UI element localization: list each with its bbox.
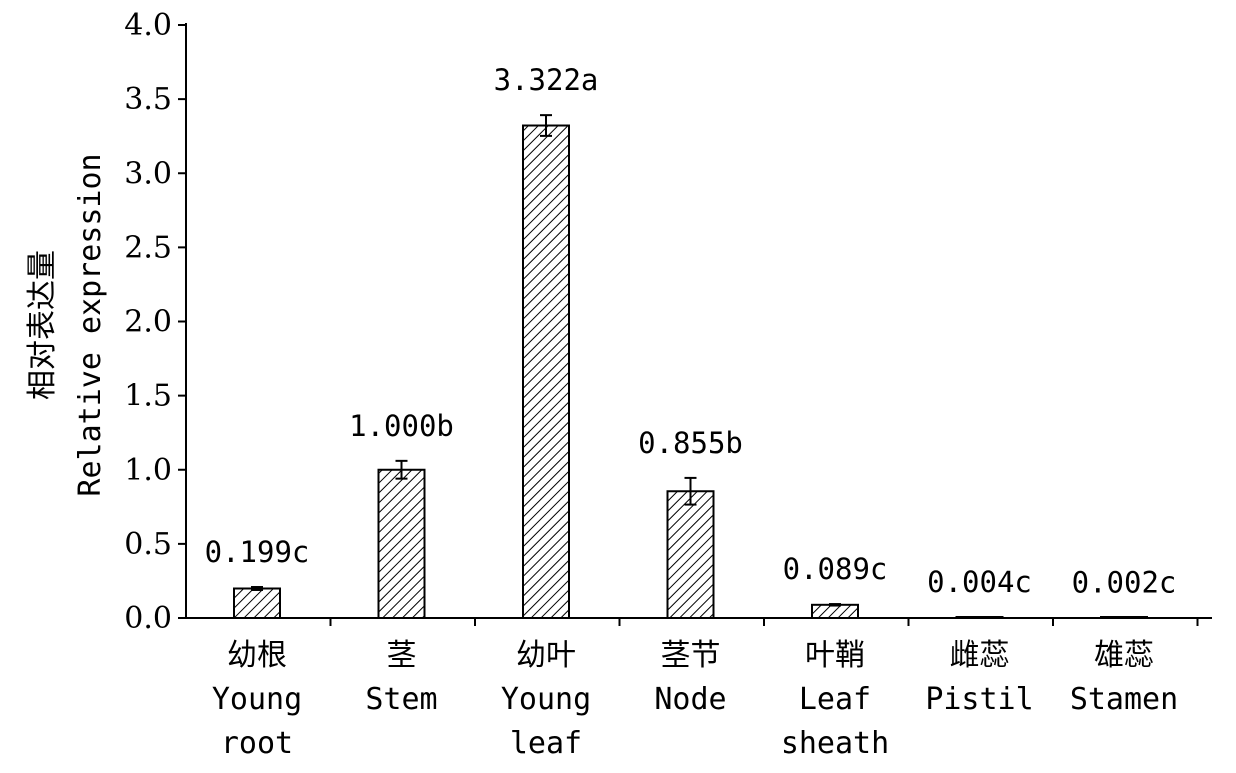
y-axis-title-en: Relative expression (73, 153, 108, 496)
data-label: 0.199c (205, 535, 310, 569)
x-tick-label: 茎 (387, 638, 417, 673)
y-tick-label: 2.5 (124, 230, 172, 265)
y-tick-label: 3.0 (124, 156, 172, 191)
x-tick-label: leaf (510, 726, 582, 761)
data-label: 0.004c (927, 565, 1032, 599)
x-tick-label: Stamen (1070, 682, 1178, 717)
x-tick-label: Young (501, 682, 591, 717)
y-axis-title-cn: 相对表达量 (25, 250, 60, 400)
bars: 0.199c 1.000b 3.322a 0.855b 0.089c 0.004c 0.00… (205, 63, 1177, 620)
x-tick-label: 雌蕊 (950, 638, 1010, 673)
y-tick-label: 4.0 (124, 8, 172, 43)
x-tick-label: 叶鞘 (805, 638, 865, 673)
data-label: 1.000b (349, 409, 454, 443)
data-label: 0.002c (1072, 566, 1177, 600)
y-axis-title-en-group: Relative expression (73, 153, 108, 496)
bar (666, 490, 715, 619)
y-tick-label: 1.5 (124, 379, 172, 414)
x-axis-labels: 幼根 Young root 茎 Stem 幼叶 Young leaf 茎节 Node 叶鞘 Leaf s… (212, 618, 1199, 761)
x-tick-label: 幼根 (227, 638, 287, 673)
y-axis-ticks: 0.0 0.5 1.0 1.5 2.0 2.5 3.0 3.5 4.0 (124, 8, 186, 636)
bar (377, 468, 426, 619)
x-tick-label: Pistil (925, 682, 1033, 717)
x-tick-label: Young (212, 682, 302, 717)
y-tick-label: 3.5 (124, 82, 172, 117)
x-tick-label: 茎节 (661, 638, 721, 673)
x-tick-label: Node (654, 682, 726, 717)
x-tick-label: sheath (781, 726, 889, 761)
bar (233, 587, 281, 619)
y-tick-label: 0.0 (124, 601, 172, 636)
x-tick-label: Stem (365, 682, 437, 717)
data-label: 0.855b (638, 426, 743, 460)
data-label: 3.322a (494, 63, 599, 97)
data-label: 0.089c (783, 552, 888, 586)
x-tick-label: 雄蕊 (1094, 638, 1154, 673)
y-tick-label: 0.5 (124, 527, 172, 562)
y-tick-label: 2.0 (124, 305, 172, 340)
y-axis-title: 相对表达量 (25, 250, 60, 400)
bar (522, 124, 570, 620)
x-tick-label: 幼叶 (516, 638, 576, 673)
x-tick-label: Leaf (799, 682, 871, 717)
x-tick-label: root (221, 726, 293, 761)
y-tick-label: 1.0 (124, 453, 172, 488)
bar (811, 603, 859, 619)
